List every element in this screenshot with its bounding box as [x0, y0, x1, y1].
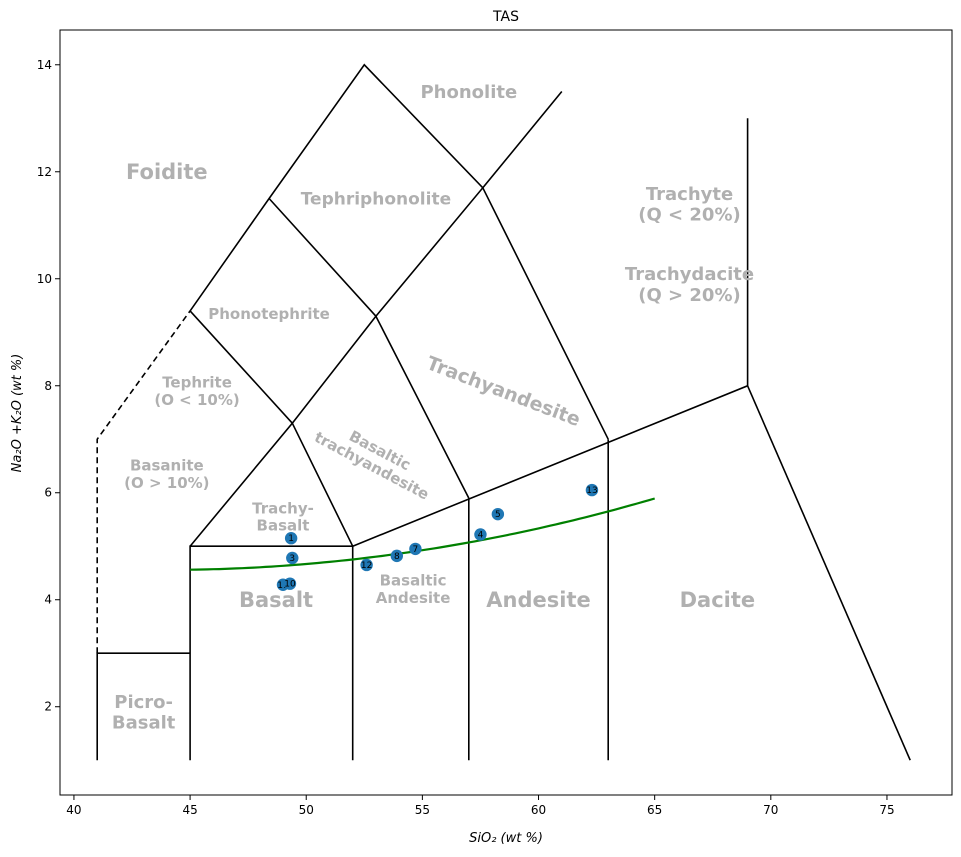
sample-point-3: [286, 551, 299, 565]
region-label-tephriphonolite: Tephriphonolite: [301, 189, 451, 209]
sample-point-10: [283, 577, 297, 590]
sample-point-label-12: 12: [361, 561, 372, 571]
x-tick-label-70: 70: [763, 803, 778, 817]
y-tick-label-2: 2: [44, 700, 52, 714]
sample-point-label-4: 4: [478, 530, 484, 540]
x-axis-label: SiO₂ (wt %): [469, 831, 543, 846]
sample-point-12: [360, 558, 373, 572]
x-tick-label-65: 65: [647, 803, 662, 817]
region-label-dacite: Dacite: [680, 588, 756, 612]
region-label-picro: Picro-Basalt: [112, 692, 176, 734]
chart-title: TAS: [492, 9, 519, 25]
x-tick-label-45: 45: [182, 803, 197, 817]
boundary-line-12: [268, 197, 377, 317]
y-tick-label-4: 4: [44, 593, 52, 607]
sample-point-1: [284, 532, 298, 545]
x-tick-label-75: 75: [879, 803, 894, 817]
boundary-line-6: [746, 385, 911, 761]
region-label-basalt: Basalt: [239, 588, 313, 612]
sample-point-label-8: 8: [394, 552, 400, 562]
boundary-line-11: [189, 310, 293, 424]
y-tick-label-6: 6: [44, 486, 52, 500]
sample-point-label-7: 7: [413, 545, 419, 555]
region-label-basaltic: Basaltictrachyandesite: [311, 413, 440, 504]
trend-line-group: [190, 497, 656, 571]
x-tick-label-40: 40: [66, 803, 81, 817]
sample-point-label-3: 3: [289, 554, 295, 564]
region-label-basaltic: Basaltic Andesite: [376, 572, 451, 607]
region-label-trachyandesite: Trachyandesite: [423, 352, 583, 431]
plot-frame: [59, 29, 953, 796]
y-tick-label-8: 8: [44, 379, 52, 393]
x-axis-ticks: 40 45 50 55 60 65 70 75: [66, 795, 895, 817]
region-label-basanite: Basanite (O > 10%): [124, 457, 209, 492]
sample-point-label-1: 1: [288, 534, 294, 544]
y-axis-ticks: 2 4 6 8 10 12 14: [37, 58, 60, 714]
sample-point-label-13: 13: [586, 486, 597, 496]
region-label-andesite: Andesite: [486, 588, 590, 612]
region-label-trachydacite: Trachydacite (Q > 20%): [625, 264, 754, 306]
region-labels: Phonolite Foidite Tephriphonolite Trachyte(…: [112, 82, 755, 734]
region-label-foidite: Foidite: [126, 160, 208, 184]
y-tick-label-12: 12: [37, 165, 52, 179]
x-tick-label-55: 55: [415, 803, 430, 817]
sample-point-label-11: 11: [277, 581, 288, 591]
trend-line: [190, 497, 656, 571]
sample-point-7: [409, 542, 422, 556]
region-label-phonolite: Phonolite: [420, 82, 517, 103]
region-label-trachyte: Trachyte (Q < 20%): [638, 184, 740, 226]
sample-point-5: [491, 507, 505, 521]
boundary-line-9: [375, 186, 609, 440]
region-label-trachy: Trachy-Basalt: [252, 499, 314, 534]
boundary-line-2: [189, 545, 354, 761]
region-label-tephrite: Tephrite (O < 10%): [154, 374, 239, 409]
sample-point-13: [585, 483, 599, 497]
y-tick-label-10: 10: [37, 272, 52, 286]
y-axis-label: Na₂O +K₂O (wt %): [10, 354, 25, 473]
sample-point-4: [474, 528, 487, 541]
sample-point-label-5: 5: [495, 510, 501, 520]
x-tick-label-50: 50: [299, 803, 314, 817]
boundary-line-1: [96, 310, 191, 654]
x-tick-label-60: 60: [531, 803, 546, 817]
sample-point-label-10: 10: [284, 580, 296, 590]
region-label-phonotephrite: Phonotephrite: [208, 305, 330, 323]
boundary-line-10: [189, 63, 563, 312]
boundary-lines: [96, 63, 911, 761]
sample-point-8: [390, 549, 404, 563]
y-tick-label-14: 14: [37, 58, 52, 72]
